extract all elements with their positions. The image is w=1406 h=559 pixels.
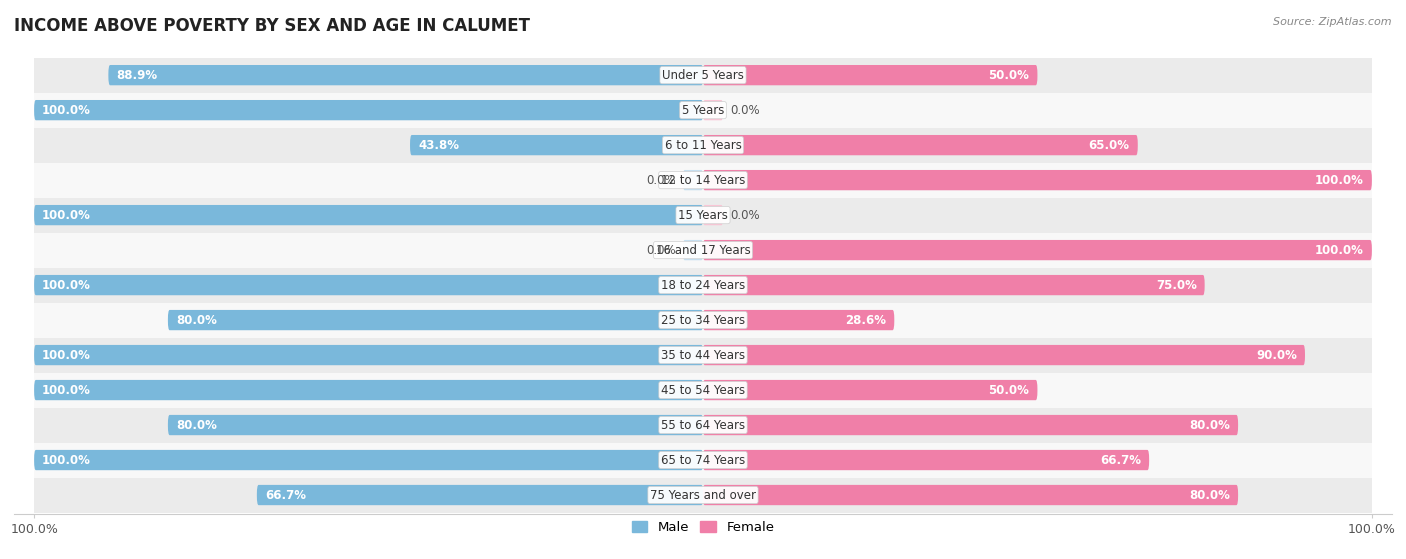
Bar [34,302,1372,338]
FancyBboxPatch shape [703,240,1372,260]
Text: 65.0%: 65.0% [1088,139,1130,151]
Text: 100.0%: 100.0% [42,209,91,221]
Text: 50.0%: 50.0% [988,383,1029,396]
Bar [34,58,1372,93]
Text: 66.7%: 66.7% [264,489,307,501]
Text: 43.8%: 43.8% [418,139,460,151]
Text: 100.0%: 100.0% [42,278,91,292]
Bar [34,443,1372,477]
Text: 45 to 54 Years: 45 to 54 Years [661,383,745,396]
Text: 100.0%: 100.0% [42,383,91,396]
Text: Source: ZipAtlas.com: Source: ZipAtlas.com [1274,17,1392,27]
Text: 6 to 11 Years: 6 to 11 Years [665,139,741,151]
Bar [34,93,1372,127]
FancyBboxPatch shape [703,205,723,225]
Bar [34,477,1372,513]
FancyBboxPatch shape [703,450,1149,470]
FancyBboxPatch shape [703,135,1137,155]
Text: 35 to 44 Years: 35 to 44 Years [661,349,745,362]
Text: 75 Years and over: 75 Years and over [650,489,756,501]
Text: 16 and 17 Years: 16 and 17 Years [655,244,751,257]
Text: 90.0%: 90.0% [1256,349,1296,362]
Text: 5 Years: 5 Years [682,103,724,117]
Bar [34,338,1372,372]
Bar [34,233,1372,268]
Text: 100.0%: 100.0% [1315,174,1364,187]
Text: 66.7%: 66.7% [1099,453,1142,467]
FancyBboxPatch shape [683,170,703,190]
Text: INCOME ABOVE POVERTY BY SEX AND AGE IN CALUMET: INCOME ABOVE POVERTY BY SEX AND AGE IN C… [14,17,530,35]
FancyBboxPatch shape [703,380,1038,400]
Text: 50.0%: 50.0% [988,69,1029,82]
FancyBboxPatch shape [683,240,703,260]
FancyBboxPatch shape [703,345,1305,365]
Text: 80.0%: 80.0% [1189,489,1230,501]
FancyBboxPatch shape [167,415,703,435]
Text: 0.0%: 0.0% [730,103,759,117]
Bar [34,408,1372,443]
FancyBboxPatch shape [703,310,894,330]
Text: 12 to 14 Years: 12 to 14 Years [661,174,745,187]
FancyBboxPatch shape [703,65,1038,86]
FancyBboxPatch shape [703,100,723,120]
Text: 80.0%: 80.0% [176,314,217,326]
Text: 80.0%: 80.0% [176,419,217,432]
Text: 88.9%: 88.9% [117,69,157,82]
FancyBboxPatch shape [34,100,703,120]
Text: 65 to 74 Years: 65 to 74 Years [661,453,745,467]
FancyBboxPatch shape [257,485,703,505]
FancyBboxPatch shape [34,450,703,470]
Bar [34,163,1372,198]
Text: 0.0%: 0.0% [647,174,676,187]
FancyBboxPatch shape [411,135,703,155]
Text: 28.6%: 28.6% [845,314,886,326]
FancyBboxPatch shape [703,415,1239,435]
FancyBboxPatch shape [167,310,703,330]
FancyBboxPatch shape [703,275,1205,295]
Text: Under 5 Years: Under 5 Years [662,69,744,82]
Text: 18 to 24 Years: 18 to 24 Years [661,278,745,292]
FancyBboxPatch shape [703,170,1372,190]
Bar [34,198,1372,233]
Text: 100.0%: 100.0% [1315,244,1364,257]
FancyBboxPatch shape [34,205,703,225]
Text: 0.0%: 0.0% [730,209,759,221]
FancyBboxPatch shape [703,485,1239,505]
Text: 25 to 34 Years: 25 to 34 Years [661,314,745,326]
Text: 15 Years: 15 Years [678,209,728,221]
Text: 80.0%: 80.0% [1189,419,1230,432]
FancyBboxPatch shape [34,345,703,365]
Legend: Male, Female: Male, Female [626,516,780,540]
FancyBboxPatch shape [108,65,703,86]
Text: 100.0%: 100.0% [42,453,91,467]
Text: 100.0%: 100.0% [42,103,91,117]
Bar [34,268,1372,302]
Text: 100.0%: 100.0% [42,349,91,362]
FancyBboxPatch shape [34,380,703,400]
Text: 55 to 64 Years: 55 to 64 Years [661,419,745,432]
Bar [34,127,1372,163]
Text: 75.0%: 75.0% [1156,278,1197,292]
Text: 0.0%: 0.0% [647,244,676,257]
Bar [34,372,1372,408]
FancyBboxPatch shape [34,275,703,295]
